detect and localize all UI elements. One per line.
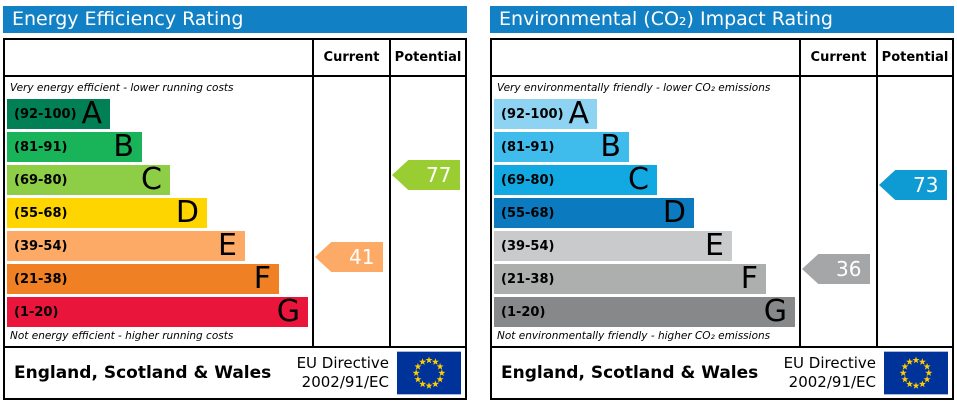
potential-column-header: Potential [881, 50, 949, 65]
potential-column-header: Potential [394, 50, 462, 65]
band-letter: E [705, 228, 724, 263]
band-letter: B [113, 129, 134, 164]
region-label: England, Scotland & Wales [501, 363, 759, 383]
eu-directive-label: EU Directive 2002/91/EC [784, 354, 876, 392]
current-rating-value: 41 [349, 245, 375, 269]
top-caption: Very energy efficient - lower running co… [10, 82, 234, 94]
band-e: (39-54) E [7, 231, 245, 261]
band-g: (1-20) G [7, 297, 308, 327]
top-caption: Very environmentally friendly - lower CO… [497, 82, 771, 94]
eu-directive-line1: EU Directive [783, 354, 876, 372]
band-range: (69-80) [14, 172, 68, 188]
band-range: (92-100) [501, 106, 564, 122]
eu-flag-icon [397, 351, 461, 395]
band-range: (69-80) [501, 172, 555, 188]
band-b: (81-91) B [7, 132, 142, 162]
chart-footer: England, Scotland & Wales EU Directive 2… [5, 346, 465, 398]
band-range: (39-54) [501, 238, 555, 254]
environmental-bands: (92-100) A (81-91) B (69-80) C (55-68) D (39… [494, 99, 795, 330]
band-letter: E [218, 228, 237, 263]
band-f: (21-38) F [7, 264, 279, 294]
energy-bands: (92-100) A (81-91) B (69-80) C (55-68) D (39… [7, 99, 308, 330]
band-range: (81-91) [14, 139, 68, 155]
potential-rating-value: 77 [426, 163, 452, 187]
environmental-chart-table: Current Potential Very environmentally f… [490, 38, 954, 400]
column-divider [312, 40, 314, 348]
energy-efficiency-chart: Energy Efficiency Rating Current Potenti… [3, 6, 467, 400]
band-letter: C [141, 162, 162, 197]
bottom-caption: Not energy efficient - higher running co… [10, 330, 234, 342]
band-range: (21-38) [14, 271, 68, 287]
band-c: (69-80) C [494, 165, 657, 195]
band-letter: F [253, 261, 271, 296]
environmental-chart-title: Environmental (CO₂) Impact Rating [490, 6, 954, 33]
eu-directive-line2: 2002/91/EC [301, 373, 389, 391]
band-range: (55-68) [501, 205, 555, 221]
header-separator [492, 75, 952, 77]
band-d: (55-68) D [7, 198, 207, 228]
band-range: (21-38) [501, 271, 555, 287]
current-rating-arrow: 41 [315, 242, 383, 272]
band-range: (1-20) [14, 304, 59, 320]
column-divider [389, 40, 391, 348]
band-a: (92-100) A [494, 99, 597, 129]
energy-chart-table: Current Potential Very energy efficient … [3, 38, 467, 400]
band-f: (21-38) F [494, 264, 766, 294]
band-d: (55-68) D [494, 198, 694, 228]
eu-directive-line2: 2002/91/EC [788, 373, 876, 391]
band-range: (55-68) [14, 205, 68, 221]
bottom-caption: Not environmentally friendly - higher CO… [497, 330, 771, 342]
current-column-header: Current [323, 50, 380, 65]
energy-band-area: Very energy efficient - lower running co… [5, 77, 312, 346]
band-letter: D [175, 195, 199, 230]
eu-directive-label: EU Directive 2002/91/EC [297, 354, 389, 392]
header-separator [5, 75, 465, 77]
band-range: (39-54) [14, 238, 68, 254]
chart-footer: England, Scotland & Wales EU Directive 2… [492, 346, 952, 398]
band-b: (81-91) B [494, 132, 629, 162]
environmental-band-area: Very environmentally friendly - lower CO… [492, 77, 799, 346]
band-e: (39-54) E [494, 231, 732, 261]
energy-chart-title: Energy Efficiency Rating [3, 6, 467, 33]
band-a: (92-100) A [7, 99, 110, 129]
column-divider [876, 40, 878, 348]
eu-flag-icon [884, 351, 948, 395]
band-g: (1-20) G [494, 297, 795, 327]
column-divider [799, 40, 801, 348]
potential-rating-arrow: 73 [879, 170, 947, 200]
current-rating-value: 36 [836, 257, 862, 281]
band-letter: A [81, 96, 102, 131]
band-letter: C [628, 162, 649, 197]
band-letter: A [568, 96, 589, 131]
eu-directive-line1: EU Directive [296, 354, 389, 372]
band-letter: B [600, 129, 621, 164]
band-letter: G [763, 294, 787, 329]
potential-rating-value: 73 [913, 173, 939, 197]
current-column-header: Current [810, 50, 867, 65]
band-letter: G [276, 294, 300, 329]
band-letter: F [740, 261, 758, 296]
band-letter: D [662, 195, 686, 230]
potential-rating-arrow: 77 [392, 160, 460, 190]
band-range: (92-100) [14, 106, 77, 122]
band-range: (1-20) [501, 304, 546, 320]
current-rating-arrow: 36 [802, 254, 870, 284]
environmental-impact-chart: Environmental (CO₂) Impact Rating Curren… [490, 6, 954, 400]
region-label: England, Scotland & Wales [14, 363, 272, 383]
band-c: (69-80) C [7, 165, 170, 195]
band-range: (81-91) [501, 139, 555, 155]
